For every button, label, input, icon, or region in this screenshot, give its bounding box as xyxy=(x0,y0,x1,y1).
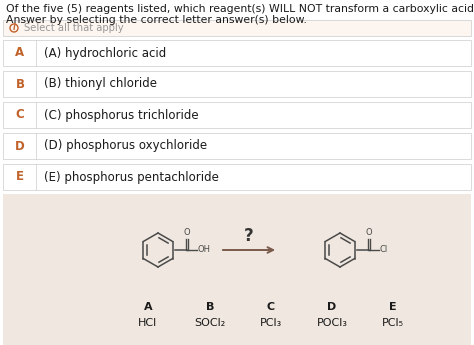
Text: PCl₅: PCl₅ xyxy=(382,318,404,328)
Text: C: C xyxy=(16,108,24,121)
Text: Select all that apply: Select all that apply xyxy=(24,23,124,33)
Text: (C) phosphorus trichloride: (C) phosphorus trichloride xyxy=(44,108,199,121)
Bar xyxy=(3,194,471,345)
Text: D: D xyxy=(328,302,337,312)
Text: Of the five (5) reagents listed, which reagent(s) WILL NOT transform a carboxyli: Of the five (5) reagents listed, which r… xyxy=(6,4,474,14)
Text: ?: ? xyxy=(244,227,254,245)
Text: B: B xyxy=(206,302,214,312)
Bar xyxy=(3,20,471,36)
Text: O: O xyxy=(184,228,191,237)
Bar xyxy=(3,164,471,190)
Text: (A) hydrochloric acid: (A) hydrochloric acid xyxy=(44,47,166,59)
Text: D: D xyxy=(15,139,25,152)
Text: A: A xyxy=(16,47,25,59)
Text: (E) phosphorus pentachloride: (E) phosphorus pentachloride xyxy=(44,170,219,184)
Text: E: E xyxy=(16,170,24,184)
Text: O: O xyxy=(365,228,372,237)
Bar xyxy=(3,133,471,159)
Text: HCl: HCl xyxy=(138,318,158,328)
Text: (B) thionyl chloride: (B) thionyl chloride xyxy=(44,78,157,90)
Text: E: E xyxy=(389,302,397,312)
Text: C: C xyxy=(267,302,275,312)
Text: Answer by selecting the correct letter answer(s) below.: Answer by selecting the correct letter a… xyxy=(6,15,307,25)
Text: SOCl₂: SOCl₂ xyxy=(194,318,226,328)
Text: B: B xyxy=(16,78,25,90)
Text: Cl: Cl xyxy=(380,246,388,255)
Text: i: i xyxy=(13,23,15,32)
Bar xyxy=(3,71,471,97)
Text: A: A xyxy=(144,302,152,312)
Bar xyxy=(3,102,471,128)
Text: PCl₃: PCl₃ xyxy=(260,318,282,328)
Text: POCl₃: POCl₃ xyxy=(317,318,347,328)
Text: (D) phosphorus oxychloride: (D) phosphorus oxychloride xyxy=(44,139,207,152)
Bar xyxy=(3,40,471,66)
Text: OH: OH xyxy=(198,246,211,255)
